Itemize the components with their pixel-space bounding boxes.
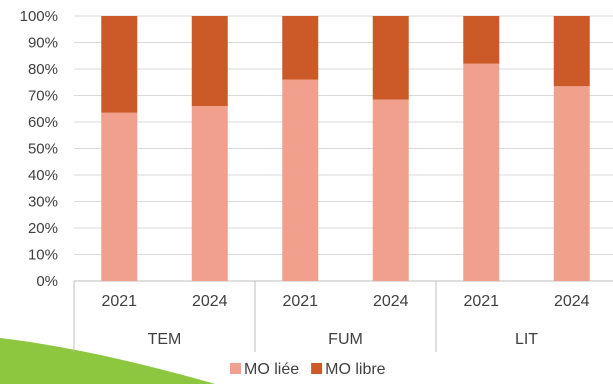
x-category-label: 2021 xyxy=(463,293,499,310)
y-tick-label: 20% xyxy=(28,220,58,237)
bar-segment xyxy=(191,16,228,107)
bar-segment xyxy=(553,86,590,281)
y-tick-label: 90% xyxy=(28,35,58,52)
bar-segment xyxy=(101,16,138,113)
bar-segment xyxy=(463,63,500,282)
x-category-label: 2024 xyxy=(554,293,590,310)
bar-segment xyxy=(463,16,500,64)
bar-segment xyxy=(282,16,319,80)
x-group-label: FUM xyxy=(328,331,363,348)
y-tick-label: 10% xyxy=(28,247,58,264)
bar-segment xyxy=(553,16,590,87)
x-category-label: 2024 xyxy=(192,293,228,310)
legend-label: MO liée xyxy=(244,361,299,378)
y-tick-label: 80% xyxy=(28,61,58,78)
y-axis: 0% 10% 20% 30% 40% 50% 60% 70% 80% 90% 100% xyxy=(20,8,58,290)
x-category-label: 2024 xyxy=(373,293,409,310)
y-tick-label: 30% xyxy=(28,194,58,211)
legend-label: MO libre xyxy=(325,361,386,378)
x-group-label: LIT xyxy=(515,331,538,348)
legend: MO liée MO libre xyxy=(230,361,386,378)
bar-segment xyxy=(101,112,138,281)
x-axis: 2021 2024 2021 2024 2021 2024 TEM FUM LIT xyxy=(73,281,590,352)
bars xyxy=(101,16,590,282)
y-tick-label: 100% xyxy=(20,8,58,25)
decorative-swoosh xyxy=(0,338,215,384)
y-tick-label: 0% xyxy=(36,273,58,290)
gridlines xyxy=(74,15,613,282)
x-group-label: TEM xyxy=(148,331,182,348)
y-tick-label: 60% xyxy=(28,114,58,131)
x-category-label: 2021 xyxy=(101,293,137,310)
y-tick-label: 40% xyxy=(28,167,58,184)
bar-segment xyxy=(372,16,409,100)
y-tick-label: 50% xyxy=(28,141,58,158)
y-tick-label: 70% xyxy=(28,88,58,105)
bar-segment xyxy=(191,106,228,281)
x-category-label: 2021 xyxy=(282,293,318,310)
bar-segment xyxy=(372,99,409,281)
legend-swatch xyxy=(230,363,241,374)
bar-segment xyxy=(282,79,319,281)
legend-swatch xyxy=(311,363,323,374)
